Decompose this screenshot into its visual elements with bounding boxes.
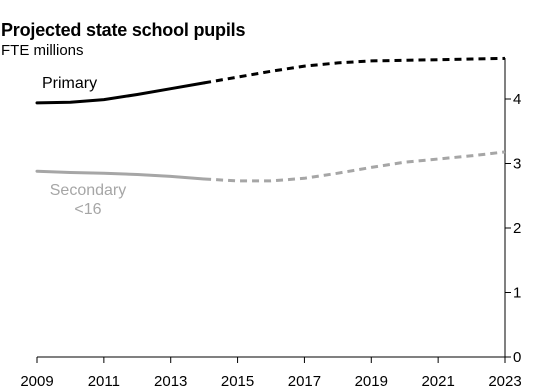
primary-actual-line [35,81,206,105]
y-tick-label: 4 [513,91,521,108]
x-tick-label: 2011 [88,373,120,390]
x-tick-label: 2017 [288,373,321,390]
y-tick-label: 1 [513,285,521,302]
secondary-series-label-line: Secondary [50,182,127,199]
chart-subtitle: FTE millions [1,42,84,59]
x-tick-label: 2023 [488,373,521,390]
y-tick-label: 2 [513,220,521,237]
x-tick-label: 2021 [421,373,454,390]
x-tick-label: 2009 [20,373,53,390]
primary-series-label-line: Primary [42,75,97,92]
secondary-series-label-line: <16 [74,201,101,218]
x-ticks: 2009 2011 2013 2015 2017 2019 2021 2023 [20,357,522,390]
secondary-projection-line [204,150,506,183]
y-ticks: 0 1 2 3 4 [505,91,521,366]
primary-projection-line [203,56,506,85]
x-tick-label: 2013 [154,373,187,390]
x-tick-label: 2015 [221,373,254,390]
primary-series-label: Primary [42,75,97,92]
y-tick-label: 0 [513,349,521,366]
series-group [35,56,506,183]
series-labels: Primary Secondary <16 [42,75,126,218]
y-tick-label: 3 [513,156,521,173]
chart-title: Projected state school pupils [1,20,246,40]
x-tick-label: 2019 [355,373,388,390]
secondary-series-label: Secondary <16 [50,182,127,218]
secondary-actual-line [35,169,206,181]
